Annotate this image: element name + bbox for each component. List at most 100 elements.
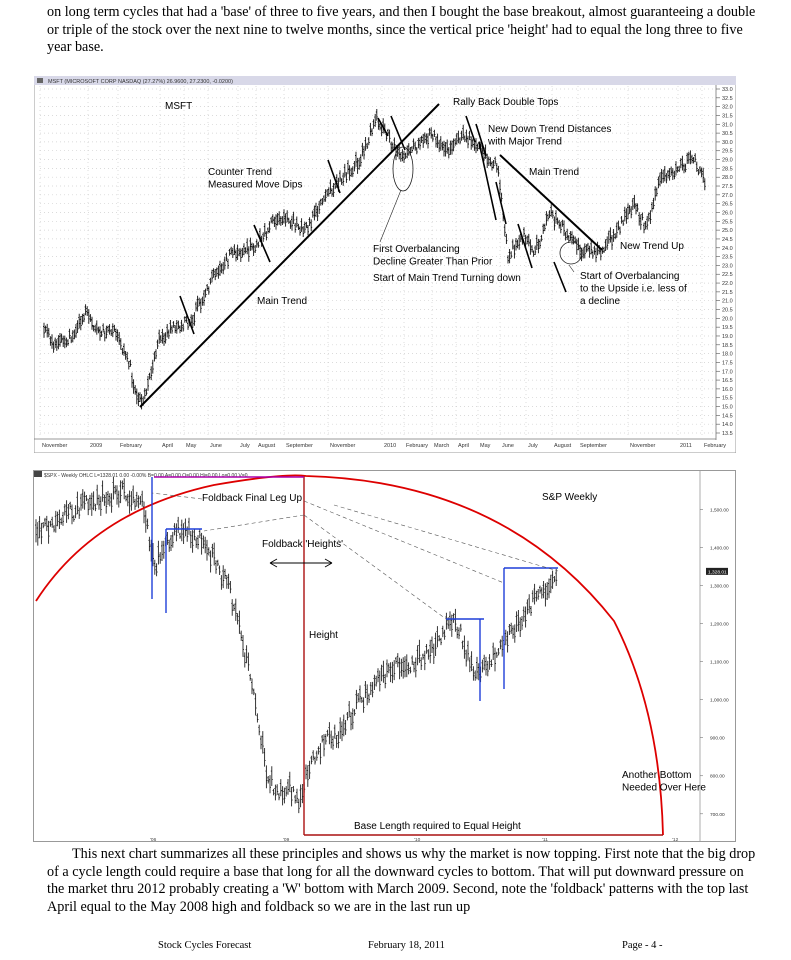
msft-x-tick-label: July <box>240 443 250 449</box>
msft-label-new-down-trend-line-1: with Major Trend <box>487 137 562 148</box>
msft-x-tick-label: April <box>162 443 173 449</box>
msft-y-tick-label: 19.5 <box>722 325 733 331</box>
msft-top-line-1 <box>465 115 476 143</box>
msft-v-grid <box>39 86 703 438</box>
msft-y-tick-label: 21.5 <box>722 290 733 296</box>
msft-y-tick-label: 22.0 <box>722 281 733 287</box>
msft-dip-line-1 <box>179 295 195 335</box>
msft-x-tick-label: February <box>120 443 142 449</box>
spx-double-arrow-heads <box>269 558 333 568</box>
msft-chart-svg: MSFT (MICROSOFT CORP NASDAQ (27.27%) 26.… <box>34 76 736 453</box>
spx-y-tick-label: 1,100.00 <box>710 660 729 666</box>
msft-y-tick-label: 23.0 <box>722 263 733 269</box>
spx-leader-5 <box>333 504 559 572</box>
spx-chart-svg: $SPX - Weekly OHLC L=1328.01 0.00 -0.00%… <box>34 471 729 842</box>
msft-dip-line-2 <box>253 224 271 263</box>
spx-y-tick-label: 1,400.00 <box>710 545 729 551</box>
msft-dip-line-5 <box>390 115 406 151</box>
msft-down-line-2 <box>495 181 507 225</box>
msft-y-tick-label: 27.5 <box>722 184 733 190</box>
msft-y-tick-label: 29.5 <box>722 149 733 155</box>
msft-label-start-overbalancing-line-2: a decline <box>580 296 620 307</box>
msft-dip-line-4 <box>377 117 389 137</box>
msft-y-tick-label: 30.0 <box>722 140 733 146</box>
msft-main-trend-line <box>139 103 440 408</box>
msft-header-bar <box>34 76 736 85</box>
spx-label-base-length: Base Length required to Equal Height <box>354 821 521 832</box>
spx-label-another-bottom-line-0: Another Bottom <box>622 770 691 781</box>
msft-x-tick-label: April <box>458 443 469 449</box>
msft-x-tick-label: November <box>42 443 68 449</box>
spx-label-another-bottom-line-1: Needed Over Here <box>622 783 706 794</box>
msft-y-tick-label: 25.0 <box>722 228 733 234</box>
footer-left: Stock Cycles Forecast <box>158 940 252 951</box>
spx-current-value-box <box>706 567 728 575</box>
msft-header-text: MSFT (MICROSOFT CORP NASDAQ (27.27%) 26.… <box>48 79 233 85</box>
msft-y-tick-label: 13.5 <box>722 431 733 437</box>
spx-leader-3 <box>303 514 447 620</box>
msft-x-tick-label: November <box>330 443 356 449</box>
spx-y-tick-label: 1,300.00 <box>710 584 729 590</box>
msft-price-bars <box>43 109 706 410</box>
spx-x-tick-label: '06 <box>150 837 157 842</box>
msft-y-tick-label: 19.0 <box>722 334 733 340</box>
spx-label-height: Height <box>309 630 338 641</box>
msft-x-tick-label: February <box>704 443 726 449</box>
paragraph-bottom: This next chart summarizes all these pri… <box>47 846 756 915</box>
spx-y-tick-label: 900.00 <box>710 736 725 742</box>
msft-x-tick-label: September <box>580 443 607 449</box>
msft-y-tick-label: 28.0 <box>722 175 733 181</box>
msft-label-main-trend-left: Main Trend <box>257 296 307 307</box>
msft-label-new-down-trend-line-0: New Down Trend Distances <box>488 124 611 135</box>
msft-leader-line <box>379 189 402 243</box>
msft-y-tick-label: 30.5 <box>722 131 733 137</box>
msft-x-tick-label: June <box>210 443 222 449</box>
msft-x-tick-label: August <box>554 443 572 449</box>
msft-main-trend-down-line <box>499 154 603 251</box>
msft-x-tick-label: 2010 <box>384 443 396 449</box>
msft-x-tick-label: February <box>406 443 428 449</box>
msft-y-tick-label: 14.0 <box>722 422 733 428</box>
spx-current-value: 1,328.01 <box>708 569 727 575</box>
msft-y-tick-label: 15.0 <box>722 405 733 411</box>
msft-label-new-trend-up: New Trend Up <box>620 241 684 252</box>
msft-leader-line-2 <box>568 264 575 273</box>
msft-y-tick-label: 29.0 <box>722 158 733 164</box>
msft-y-tick-label: 16.5 <box>722 378 733 384</box>
msft-label-counter-trend-line-0: Counter Trend <box>208 167 272 178</box>
msft-x-tick-label: March <box>434 443 449 449</box>
msft-y-tick-label: 31.0 <box>722 122 733 128</box>
msft-frame <box>34 76 736 453</box>
msft-y-tick-label: 31.5 <box>722 113 733 119</box>
spx-y-tick-label: 1,200.00 <box>710 622 729 628</box>
spx-weekly-chart: $SPX - Weekly OHLC L=1328.01 0.00 -0.00%… <box>33 470 736 842</box>
spx-y-tick-label: 700.00 <box>710 812 725 818</box>
msft-y-tick-label: 28.5 <box>722 166 733 172</box>
spx-y-tick-label: 800.00 <box>710 774 725 780</box>
spx-x-tick-label: '10 <box>414 837 421 842</box>
msft-y-tick-label: 32.5 <box>722 96 733 102</box>
spx-foldback-arc <box>35 474 664 836</box>
spx-header-icon <box>34 471 42 477</box>
msft-y-tick-label: 24.5 <box>722 237 733 243</box>
msft-y-tick-label: 20.5 <box>722 308 733 314</box>
msft-circle-overbalancing <box>392 146 414 192</box>
spx-y-tick-label: 1,500.00 <box>710 507 729 513</box>
spx-label-foldback-final: Foldback Final Leg Up <box>202 493 302 504</box>
spx-x-tick-label: '12 <box>672 837 679 842</box>
msft-x-tick-label: 2009 <box>90 443 102 449</box>
msft-y-tick-label: 14.5 <box>722 413 733 419</box>
spx-x-tick-label: '09 <box>283 837 290 842</box>
msft-header-icon <box>37 78 43 83</box>
msft-y-tick-label: 15.5 <box>722 396 733 402</box>
spx-leader-2 <box>203 514 305 532</box>
msft-label-first-overbalancing-line-1: Decline Greater Than Prior <box>373 257 493 268</box>
msft-label-first-overbalancing-line-0: First Overbalancing <box>373 244 460 255</box>
msft-label-start-overbalancing-line-1: to the Upside i.e. less of <box>580 284 687 295</box>
msft-y-tick-label: 22.5 <box>722 272 733 278</box>
footer-date: February 18, 2011 <box>368 940 445 951</box>
msft-y-tick-label: 17.5 <box>722 360 733 366</box>
msft-symbol-label: MSFT <box>165 101 192 112</box>
spx-price-bars <box>35 476 558 814</box>
footer-page-number: Page - 4 - <box>622 940 663 951</box>
